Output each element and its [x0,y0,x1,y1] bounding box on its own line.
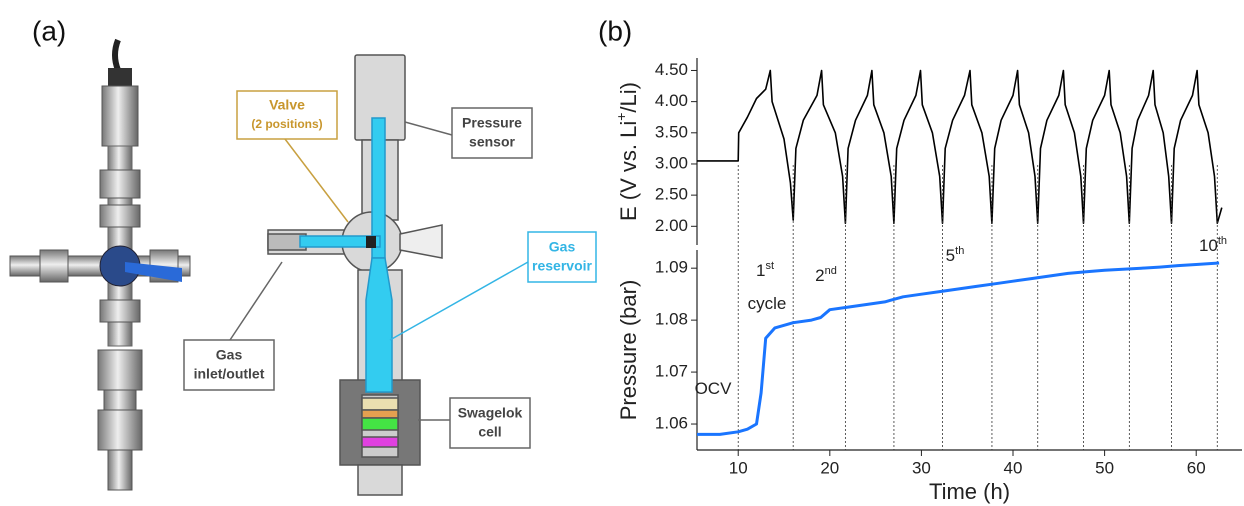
label: Pressure [462,115,522,131]
annotation-text: 2 [815,266,824,285]
annotation-sup: st [765,260,774,272]
annotation: OCV [695,379,733,398]
sensor-box: Pressure sensor [451,107,533,159]
annotation: cycle [748,294,787,313]
reservoir-box: Gas reservoir [527,231,597,283]
cell-photo [9,38,191,491]
title-part: + [613,113,629,121]
x-axis-title: Time (h) [929,479,1010,504]
annotation-text: cycle [748,294,787,313]
valve-box: Valve (2 positions) [236,90,338,140]
annotation: 1st [756,260,774,281]
y-tick-label: 1.09 [655,258,688,277]
y-axis-title: Pressure (bar) [616,280,641,421]
y-tick-label: 3.50 [655,122,688,141]
y-tick-label: 2.00 [655,216,688,235]
data-line [697,261,1220,436]
label: Gas [549,239,576,255]
annotation-text: 1 [756,261,765,280]
data-line [697,69,1223,224]
panel-label: (a) [32,15,66,46]
label: Valve [269,97,305,113]
schematic [267,54,443,496]
x-tick-label: 30 [912,458,931,477]
annotation-text: 10 [1199,236,1218,255]
annotation: 5th [946,245,965,266]
x-tick-label: 40 [1004,458,1023,477]
label: (2 positions) [251,117,322,131]
x-tick-label: 50 [1095,458,1114,477]
cell-box: Swagelok cell [449,397,531,449]
annotation: 10th [1199,235,1227,256]
annotation-sup: th [1218,235,1227,247]
x-tick-label: 10 [729,458,748,477]
inlet-box: Gas inlet/outlet [183,339,275,391]
y-tick-label: 1.06 [655,414,688,433]
panel-label: (b) [598,15,632,46]
y-tick-label: 3.00 [655,153,688,172]
y-axis-title: E (V vs. Li+/Li) [613,82,641,221]
annotation-sup: th [955,245,964,257]
label: reservoir [532,258,592,274]
x-tick-label: 20 [820,458,839,477]
label: inlet/outlet [194,366,265,382]
y-tick-label: 1.07 [655,362,688,381]
annotation-sup: nd [825,265,837,277]
callouts [229,121,529,421]
y-tick-label: 2.50 [655,185,688,204]
label: sensor [469,134,515,150]
title-part: E (V vs. Li [616,121,641,221]
title-part: /Li) [616,82,641,113]
label: Gas [216,347,243,363]
x-tick-label: 60 [1187,458,1206,477]
y-tick-label: 1.08 [655,310,688,329]
label: Swagelok [458,405,523,421]
y-tick-label: 4.00 [655,91,688,110]
annotation: 2nd [815,265,837,286]
annotation-text: OCV [695,379,733,398]
annotation-text: 5 [946,246,955,265]
y-tick-label: 4.50 [655,60,688,79]
label: cell [478,424,501,440]
